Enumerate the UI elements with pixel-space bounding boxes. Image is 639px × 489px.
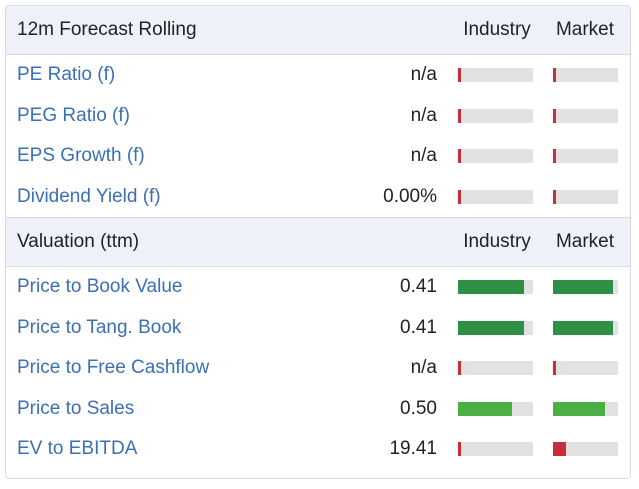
- bar-fill: [553, 401, 605, 416]
- bar-fill: [458, 68, 461, 83]
- industry-bar: [458, 442, 533, 457]
- valuation-industry-header: Industry: [463, 231, 531, 252]
- bar-fill: [553, 442, 566, 457]
- market-bar: [553, 320, 618, 335]
- bar-fill: [458, 280, 524, 295]
- market-bar: [553, 280, 618, 295]
- bar-fill: [458, 189, 461, 204]
- industry-bar: [458, 108, 533, 123]
- price-to-tang-book-link[interactable]: Price to Tang. Book: [17, 316, 182, 338]
- industry-bar: [458, 68, 533, 83]
- bar-fill: [458, 320, 524, 335]
- ev-to-ebitda-link[interactable]: EV to EBITDA: [17, 438, 138, 460]
- peg-ratio-link[interactable]: PEG Ratio (f): [17, 104, 130, 126]
- bar-fill: [458, 401, 512, 416]
- table-row: PE Ratio (f) n/a: [6, 55, 630, 96]
- valuation-header: Valuation (ttm) Industry Market: [6, 217, 630, 267]
- bar-fill: [553, 108, 556, 123]
- forecast-industry-header: Industry: [463, 19, 531, 40]
- row-value: 19.41: [389, 438, 437, 460]
- forecast-market-header: Market: [555, 19, 615, 40]
- row-value: 0.00%: [383, 185, 437, 207]
- market-bar: [553, 361, 618, 376]
- row-value: 0.41: [400, 316, 437, 338]
- valuation-rows: Price to Book Value 0.41 Price to Tang. …: [6, 267, 630, 470]
- forecast-title: 12m Forecast Rolling: [17, 19, 197, 40]
- market-bar: [553, 401, 618, 416]
- bar-fill: [458, 361, 461, 376]
- price-to-book-link[interactable]: Price to Book Value: [17, 276, 183, 298]
- forecast-rows: PE Ratio (f) n/a PEG Ratio (f) n/a EPS G…: [6, 55, 630, 217]
- industry-bar: [458, 149, 533, 164]
- table-row: Price to Free Cashflow n/a: [6, 348, 630, 389]
- ratios-card: 12m Forecast Rolling Industry Market PE …: [5, 5, 631, 479]
- bar-fill: [553, 68, 556, 83]
- row-value: n/a: [410, 357, 437, 379]
- market-bar: [553, 189, 618, 204]
- bar-fill: [458, 442, 461, 457]
- pe-ratio-link[interactable]: PE Ratio (f): [17, 64, 116, 86]
- row-value: 0.50: [400, 397, 437, 419]
- row-value: n/a: [410, 64, 437, 86]
- industry-bar: [458, 361, 533, 376]
- table-row: Price to Tang. Book 0.41: [6, 308, 630, 349]
- eps-growth-link[interactable]: EPS Growth (f): [17, 145, 145, 167]
- valuation-title: Valuation (ttm): [17, 231, 140, 252]
- bar-fill: [553, 361, 556, 376]
- industry-bar: [458, 401, 533, 416]
- table-row: EPS Growth (f) n/a: [6, 136, 630, 177]
- row-value: n/a: [410, 145, 437, 167]
- bar-fill: [553, 149, 556, 164]
- market-bar: [553, 442, 618, 457]
- bar-fill: [458, 108, 461, 123]
- industry-bar: [458, 189, 533, 204]
- industry-bar: [458, 320, 533, 335]
- price-to-free-cashflow-link[interactable]: Price to Free Cashflow: [17, 357, 210, 379]
- table-row: Price to Book Value 0.41: [6, 267, 630, 308]
- market-bar: [553, 68, 618, 83]
- market-bar: [553, 108, 618, 123]
- table-row: PEG Ratio (f) n/a: [6, 96, 630, 137]
- dividend-yield-link[interactable]: Dividend Yield (f): [17, 185, 161, 207]
- bar-fill: [553, 189, 556, 204]
- table-row: Dividend Yield (f) 0.00%: [6, 177, 630, 218]
- table-row: EV to EBITDA 19.41: [6, 429, 630, 470]
- market-bar: [553, 149, 618, 164]
- price-to-sales-link[interactable]: Price to Sales: [17, 397, 135, 419]
- forecast-header: 12m Forecast Rolling Industry Market: [6, 6, 630, 55]
- row-value: n/a: [410, 104, 437, 126]
- bar-fill: [458, 149, 461, 164]
- table-row: Price to Sales 0.50: [6, 389, 630, 430]
- bar-fill: [553, 280, 613, 295]
- industry-bar: [458, 280, 533, 295]
- bar-fill: [553, 320, 613, 335]
- valuation-market-header: Market: [555, 231, 615, 252]
- row-value: 0.41: [400, 276, 437, 298]
